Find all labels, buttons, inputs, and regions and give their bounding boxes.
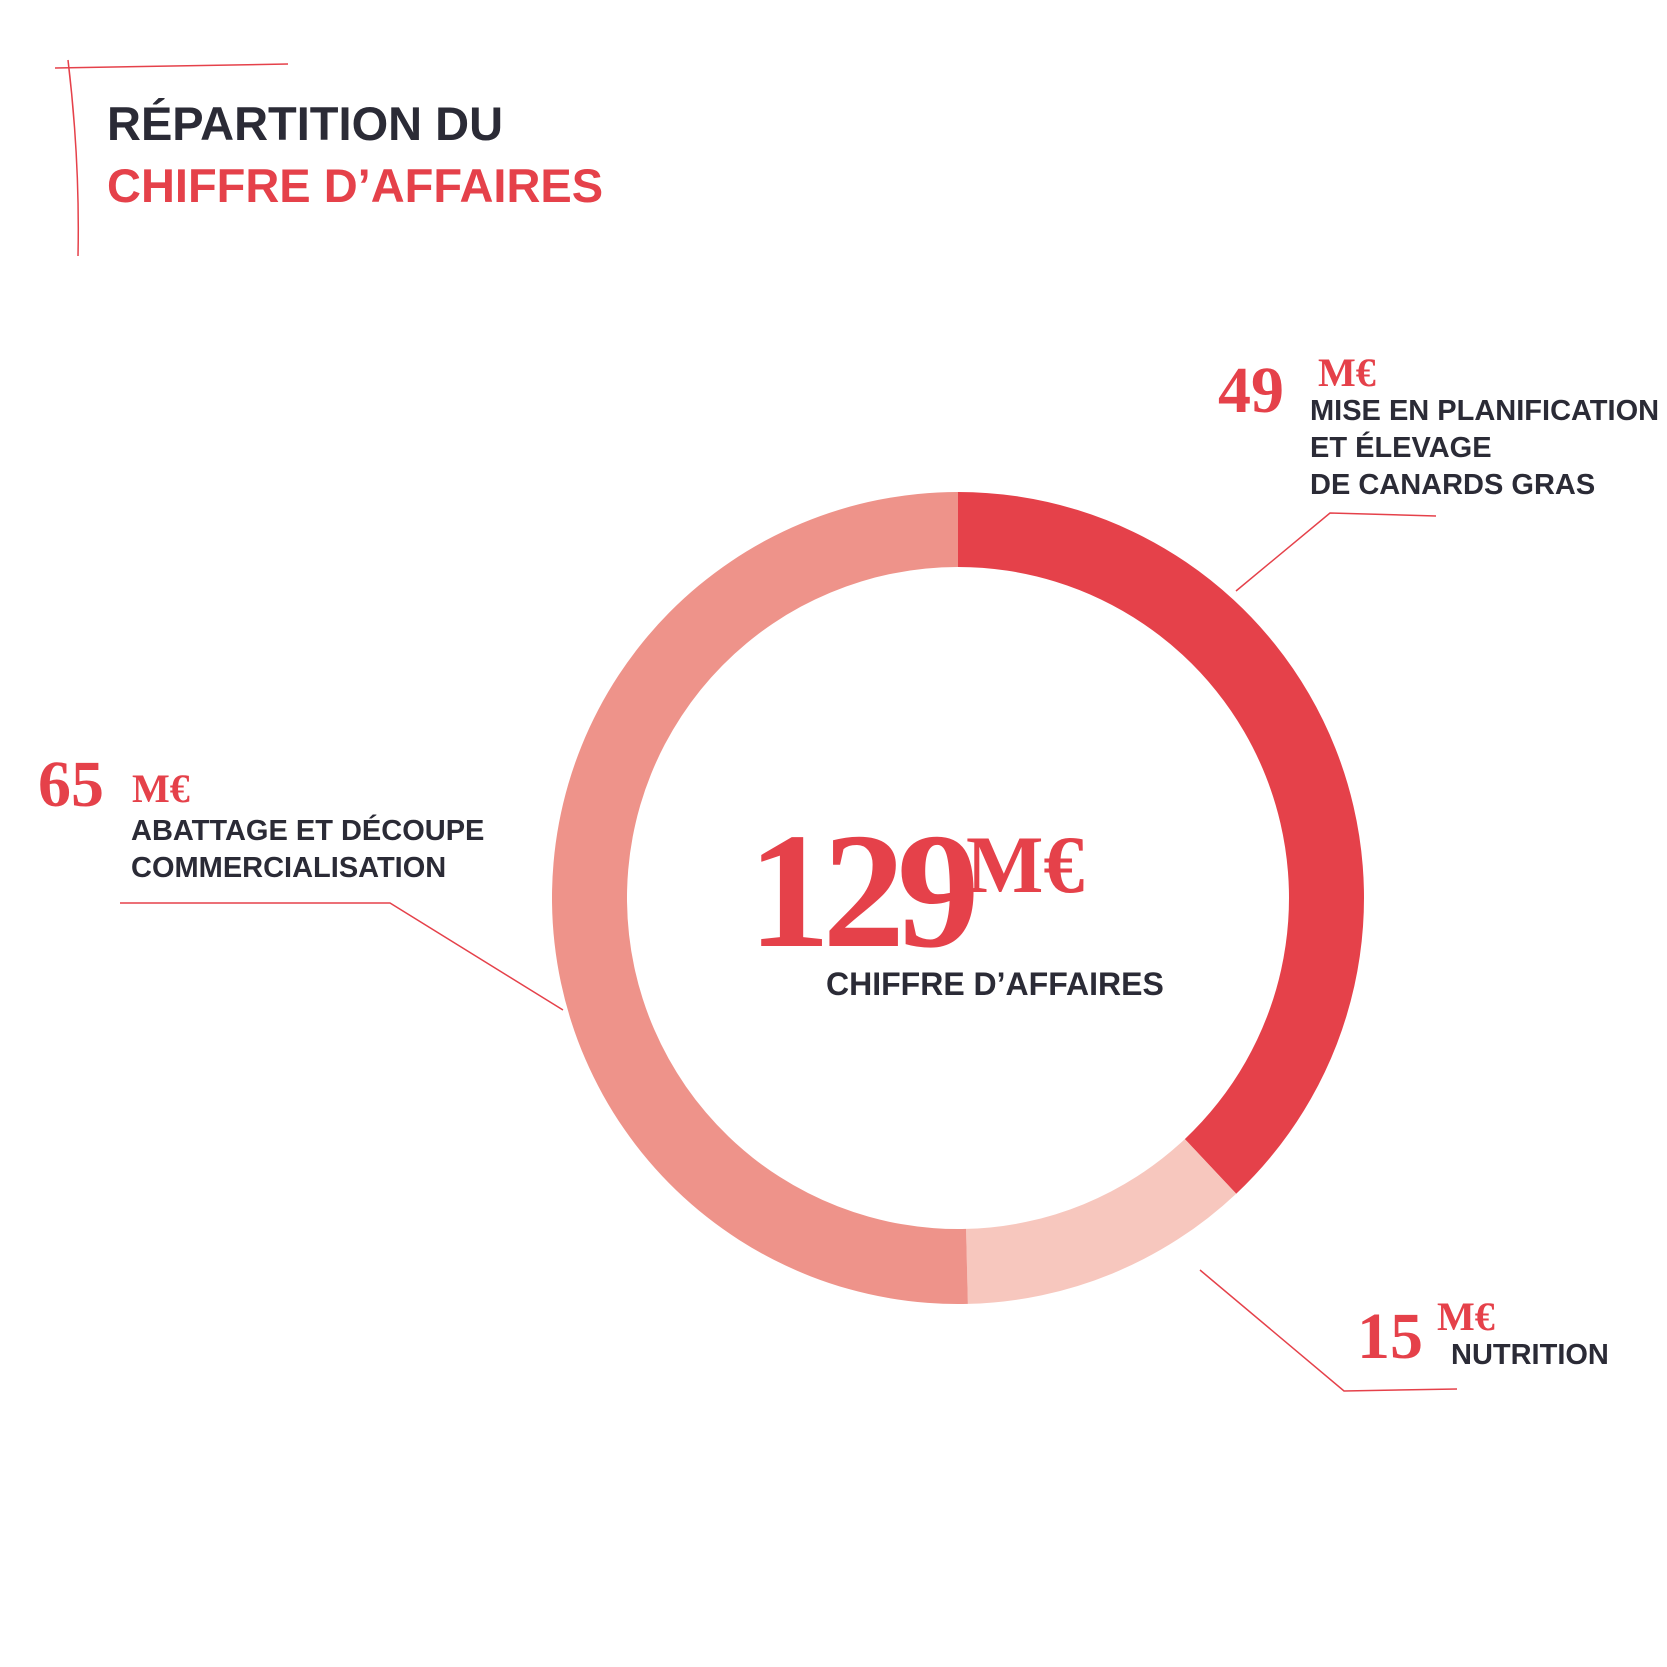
title-decoration: [54, 63, 289, 69]
title-line: CHIFFRE D’AFFAIRES: [107, 159, 603, 212]
value-label: 49: [1218, 354, 1284, 427]
donut-segment: [551, 492, 968, 1304]
unit-label: M€: [132, 766, 190, 811]
leader-line: [1199, 1269, 1458, 1392]
category-label: DE CANARDS GRAS: [1310, 469, 1595, 501]
total-unit: M€: [966, 819, 1084, 910]
title-decoration: [67, 59, 80, 257]
total-label: CHIFFRE D’AFFAIRES: [826, 966, 1164, 1002]
donut-segment: [966, 1139, 1237, 1304]
value-label: 15: [1357, 1300, 1423, 1373]
total-value: 129: [748, 799, 974, 982]
category-label: NUTRITION: [1451, 1339, 1609, 1371]
category-label: ET ÉLEVAGE: [1310, 430, 1492, 464]
unit-label: M€: [1318, 350, 1376, 395]
leader-line: [1235, 512, 1437, 592]
donut-segment: [958, 492, 1365, 1194]
category-label: ABATTAGE ET DÉCOUPE: [131, 813, 484, 847]
leader-line: [120, 902, 564, 1011]
unit-label: M€: [1437, 1294, 1495, 1339]
title-line: RÉPARTITION DU: [107, 97, 503, 150]
category-label: MISE EN PLANIFICATION: [1310, 395, 1659, 427]
value-label: 65: [38, 748, 104, 821]
category-label: COMMERCIALISATION: [131, 852, 446, 884]
